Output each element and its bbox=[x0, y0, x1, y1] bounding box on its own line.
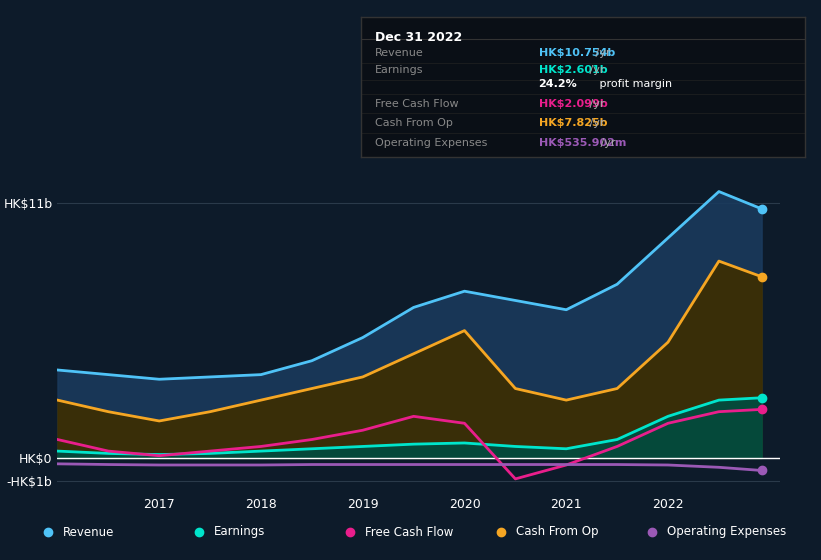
Text: /yr: /yr bbox=[586, 99, 605, 109]
Text: Operating Expenses: Operating Expenses bbox=[667, 525, 787, 539]
Text: Revenue: Revenue bbox=[63, 525, 114, 539]
Text: Cash From Op: Cash From Op bbox=[374, 118, 452, 128]
Text: Earnings: Earnings bbox=[374, 65, 423, 75]
Text: Free Cash Flow: Free Cash Flow bbox=[365, 525, 453, 539]
Text: Earnings: Earnings bbox=[214, 525, 265, 539]
Text: HK$7.825b: HK$7.825b bbox=[539, 118, 607, 128]
Text: Revenue: Revenue bbox=[374, 48, 424, 58]
Text: Free Cash Flow: Free Cash Flow bbox=[374, 99, 458, 109]
Text: 24.2%: 24.2% bbox=[539, 79, 577, 89]
Text: /yr: /yr bbox=[586, 65, 605, 75]
Text: Cash From Op: Cash From Op bbox=[516, 525, 599, 539]
Text: HK$10.754b: HK$10.754b bbox=[539, 48, 615, 58]
Text: /yr: /yr bbox=[597, 138, 616, 148]
Text: /yr: /yr bbox=[592, 48, 610, 58]
Text: HK$535.902m: HK$535.902m bbox=[539, 138, 626, 148]
Text: Operating Expenses: Operating Expenses bbox=[374, 138, 487, 148]
Text: HK$2.601b: HK$2.601b bbox=[539, 65, 608, 75]
Text: profit margin: profit margin bbox=[596, 79, 672, 89]
Text: Dec 31 2022: Dec 31 2022 bbox=[374, 31, 461, 44]
Text: HK$2.099b: HK$2.099b bbox=[539, 99, 608, 109]
Text: /yr: /yr bbox=[586, 118, 605, 128]
